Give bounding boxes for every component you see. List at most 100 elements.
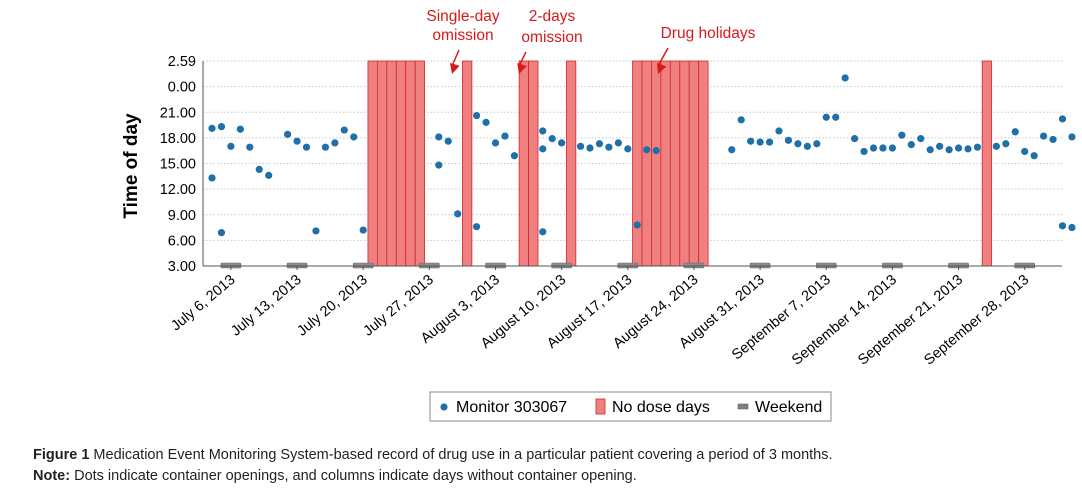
monitor-point [435, 161, 443, 169]
monitor-point [539, 228, 547, 236]
monitor-point [576, 142, 585, 150]
y-tick-label: 6.00 [168, 233, 196, 249]
y-tick-label: 18.00 [160, 131, 196, 147]
monitor-point [236, 125, 244, 133]
y-tick-label: 0.00 [168, 80, 196, 96]
no-dose-bar [651, 60, 662, 267]
monitor-point [312, 227, 320, 235]
monitor-point [227, 142, 235, 150]
monitor-point [595, 140, 604, 148]
legend-label: Monitor 303067 [456, 399, 567, 416]
monitor-point [794, 140, 802, 148]
monitor-point [435, 133, 443, 141]
monitor-point [624, 145, 632, 153]
monitor-point [586, 144, 594, 152]
no-dose-bar [981, 60, 993, 267]
monitor-point [784, 136, 793, 144]
monitor-point [302, 143, 311, 151]
monitor-point [832, 113, 840, 121]
annotation-arrow-shaft [657, 47, 669, 67]
monitor-point [898, 131, 906, 139]
no-dose-bar [528, 60, 539, 267]
no-dose-bar [565, 60, 577, 267]
y-tick-label: 15.00 [160, 157, 196, 173]
x-tick-label: July 20, 2013 [294, 272, 370, 340]
monitor-point [454, 210, 462, 218]
annotation-label: omission [432, 27, 493, 44]
annotation-arrow-head [450, 63, 460, 74]
monitor-point [246, 143, 254, 151]
monitor-point [473, 223, 481, 231]
note-label: Note: [33, 468, 71, 484]
monitor-point [822, 113, 830, 121]
monitor-point [756, 138, 764, 146]
monitor-point [265, 171, 273, 179]
x-tick-label: July 13, 2013 [228, 272, 304, 340]
monitor-point [992, 142, 1000, 150]
monitor-point [558, 139, 566, 147]
monitor-point [869, 144, 878, 152]
monitor-point [926, 146, 934, 154]
monitor-point [217, 229, 226, 237]
no-dose-bars [367, 60, 993, 267]
no-dose-bar [414, 60, 426, 267]
no-dose-bar [688, 60, 700, 267]
axes: 2.59 0.00 21.00 18.00 15.00 12.00 9.00 6.00 3.00… [160, 54, 1062, 369]
monitor-point [633, 221, 641, 229]
figure-note: Note: Dots indicate container openings, … [33, 468, 637, 484]
legend-weekend-swatch [737, 403, 749, 410]
monitor-point [1030, 152, 1038, 160]
monitor-point [775, 127, 783, 135]
annotation-label: omission [521, 29, 582, 46]
monitor-point [728, 146, 736, 154]
monitor-point [1021, 147, 1029, 156]
monitor-point [321, 143, 329, 151]
no-dose-bar [518, 60, 529, 267]
annotation-arrow-shaft [451, 49, 460, 67]
monitor-point [964, 145, 972, 153]
monitor-point [491, 139, 500, 147]
no-dose-bar [386, 60, 397, 267]
annotation-label: Drug holidays [661, 25, 756, 42]
monitor-point [860, 147, 868, 156]
annotations: Single-day omission 2-days omission Drug hol… [426, 8, 756, 74]
monitor-point [973, 143, 982, 151]
no-dose-bar [395, 60, 407, 267]
monitor-point [217, 123, 226, 131]
monitor-point [888, 144, 897, 152]
monitor-point [1068, 223, 1076, 232]
monitor-point [284, 130, 292, 138]
no-dose-bar [405, 60, 416, 267]
figure-text: Medication Event Monitoring System-based… [89, 447, 833, 463]
monitor-point [444, 137, 452, 145]
no-dose-bar [632, 60, 643, 267]
monitor-point [539, 127, 547, 135]
no-dose-bar [462, 60, 473, 267]
no-dose-bar [679, 60, 690, 267]
y-tick-label: 2.59 [168, 54, 196, 70]
monitor-point [255, 165, 263, 173]
y-tick-label: 21.00 [160, 105, 196, 121]
x-tick-label: July 6, 2013 [168, 272, 238, 335]
annotation-arrow-head [656, 62, 667, 74]
no-dose-bar [376, 60, 388, 267]
monitor-point [614, 139, 622, 147]
legend-bar-swatch [595, 398, 606, 415]
monitor-point [331, 139, 339, 147]
monitor-point [1058, 222, 1067, 230]
monitor-point [350, 133, 358, 141]
monitor-point [482, 118, 490, 126]
monitor-point [501, 132, 509, 140]
monitor-point [208, 174, 216, 182]
monitor-point [879, 144, 887, 152]
monitor-point [548, 135, 556, 143]
monitor-point [1040, 132, 1048, 140]
legend: Monitor 303067 No dose days Weekend [429, 391, 832, 422]
y-axis-label: Time of day [121, 113, 142, 219]
no-dose-bar [641, 60, 652, 267]
y-tick-label: 9.00 [168, 208, 196, 224]
monitor-point [747, 137, 755, 145]
annotation-arrow-head [517, 62, 527, 74]
monitor-point [605, 143, 613, 151]
figure-caption: Figure 1 Medication Event Monitoring Sys… [33, 447, 833, 463]
